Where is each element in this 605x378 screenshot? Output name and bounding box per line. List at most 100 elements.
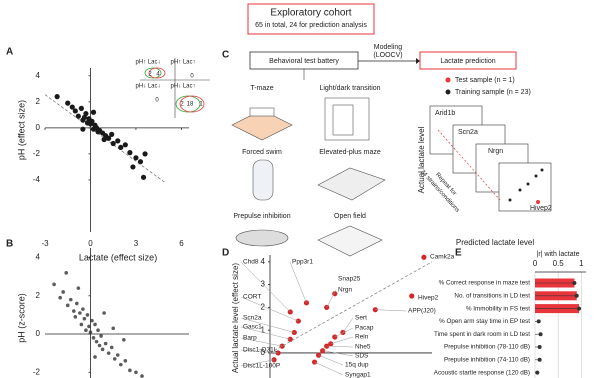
point — [83, 110, 89, 117]
modeling-label: (LOOCV) — [373, 52, 402, 59]
y-tick-label: -2 — [33, 367, 41, 376]
legend-dot — [445, 89, 451, 95]
leader-line — [326, 289, 337, 308]
point — [94, 339, 99, 344]
light-dark-icon — [332, 104, 354, 136]
inset-count: 18 — [187, 102, 194, 108]
point — [106, 351, 111, 355]
dot — [536, 319, 541, 324]
point — [101, 136, 107, 143]
leader-line — [342, 317, 354, 333]
mini-dot — [508, 198, 512, 202]
point — [65, 303, 70, 308]
test-icons — [231, 97, 386, 257]
category-label: Prepulse inhibition (74-110 dB) — [444, 356, 530, 363]
point-label: Gasc1 — [243, 324, 262, 331]
point — [89, 118, 95, 124]
point-label: Disc1L-100P — [243, 363, 280, 370]
x-axis-title: Predicted lactate level — [456, 238, 534, 247]
test-label: Forced swim — [242, 149, 282, 156]
point-label: Chd8 — [243, 259, 259, 266]
category-label: No. of transitions in LD test — [454, 292, 530, 299]
point — [110, 140, 116, 147]
swim-icon — [252, 159, 274, 201]
open-field-icon — [317, 225, 383, 257]
leader-line — [334, 327, 354, 338]
point — [112, 357, 117, 361]
point-label: Barp — [243, 335, 257, 342]
point — [64, 271, 69, 275]
point — [115, 353, 120, 357]
dot — [574, 293, 579, 298]
x-tick-label: 0 — [533, 259, 538, 268]
point — [133, 155, 139, 161]
inset-label: pH↓ Lac↑ — [170, 84, 195, 90]
y-axis-title: pH (z-score) — [16, 293, 26, 343]
inset-count: 2 — [148, 72, 152, 78]
point-label: APP(J20) — [408, 308, 436, 315]
point — [122, 142, 128, 148]
inset-count: 0 — [155, 98, 159, 104]
leader-line — [318, 354, 344, 366]
point — [81, 307, 85, 311]
test-label: Prepulse inhibition — [233, 213, 290, 220]
point — [85, 313, 90, 317]
point — [54, 94, 60, 100]
category-label: Prepulse inhibition (78-110 dB) — [444, 344, 530, 351]
t-maze-icon — [249, 107, 275, 117]
panel-label: E — [455, 248, 462, 259]
point — [109, 131, 115, 137]
panel-label: C — [222, 50, 229, 61]
point — [140, 374, 144, 378]
inset-count: 0 — [190, 74, 194, 80]
inset — [140, 58, 210, 118]
y-tick-label: 1 — [261, 325, 266, 334]
point — [91, 336, 96, 340]
arrow-head — [416, 58, 420, 64]
x-tick-label: 3 — [134, 239, 139, 248]
dot — [538, 332, 543, 337]
x-axis-title: |r| with lactate — [537, 251, 580, 258]
test-label: Elevated-plus maze — [319, 149, 381, 156]
point-label: Nhe5 — [355, 344, 371, 351]
y-tick-label: 0 — [36, 329, 41, 338]
point — [100, 347, 105, 352]
prediction-box — [419, 51, 517, 70]
y-axis-title: Actual lactate level — [417, 126, 426, 193]
modeling-label: Modeling — [374, 44, 403, 51]
leader-line — [240, 349, 279, 354]
point — [87, 324, 91, 329]
point — [80, 126, 86, 132]
test-label: Light/dark transition — [319, 85, 380, 92]
category-label: Acoustic startle response (120 dB) — [434, 369, 530, 376]
repeat-arrow — [437, 129, 501, 201]
point — [65, 100, 71, 106]
point-label: CORT — [243, 294, 261, 301]
point — [78, 311, 82, 315]
leader-line — [240, 337, 283, 347]
loocv-plots — [429, 105, 552, 212]
point-label: Camk2a — [430, 254, 455, 261]
point — [58, 295, 62, 300]
point-label: Ppp3r1 — [292, 259, 313, 266]
point-label: Reln — [355, 334, 369, 341]
leader-line — [322, 350, 354, 357]
point — [72, 309, 76, 313]
leader-line — [289, 261, 307, 303]
point — [111, 326, 116, 331]
legend-label: Training sample (n = 23) — [455, 89, 531, 96]
test-label: Open field — [334, 213, 366, 220]
leader-line — [314, 361, 344, 376]
point — [142, 151, 148, 157]
point — [109, 345, 114, 350]
x-tick-label: 0.5 — [553, 259, 565, 268]
point — [78, 105, 84, 111]
ppi-icon — [235, 229, 289, 247]
point — [82, 316, 87, 321]
venn — [179, 95, 205, 113]
panel-label: D — [222, 248, 229, 259]
category-label: % Open arm stay time in EP test — [439, 318, 530, 325]
venn — [144, 67, 162, 79]
y-tick-label: 4 — [261, 257, 266, 266]
